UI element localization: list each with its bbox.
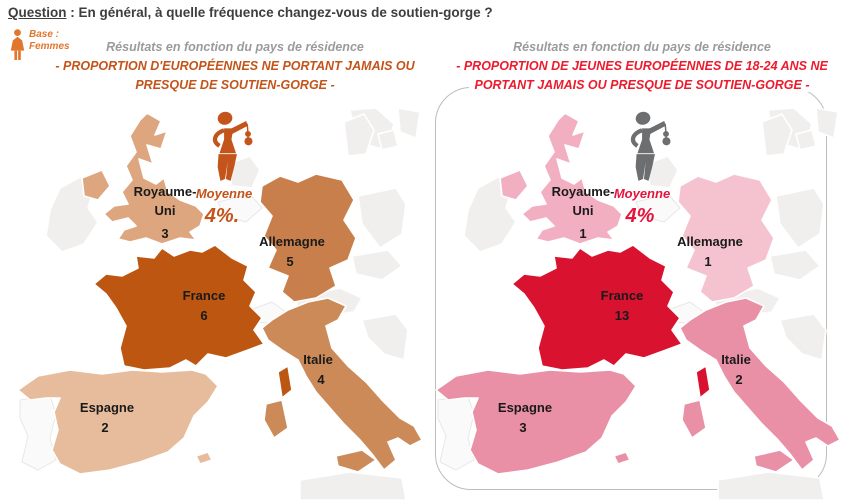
value-spain: 3 <box>519 420 526 435</box>
map-country-france <box>93 244 265 371</box>
map-region-north-africa <box>299 471 407 500</box>
value-italy: 2 <box>735 372 742 387</box>
map-island-balearics <box>613 451 631 465</box>
left-panel-heading: - PROPORTION D'EUROPÉENNES NE PORTANT JA… <box>55 59 415 92</box>
map-region-northern-ireland <box>499 169 529 201</box>
map-region-balkans <box>779 313 827 361</box>
value-germany: 5 <box>286 254 293 269</box>
page-title: Question : En général, à quelle fréquenc… <box>8 5 493 20</box>
map-country-sweden <box>397 108 421 139</box>
label-italy: Italie <box>303 352 333 367</box>
map-country-czechia <box>769 249 821 281</box>
question-text: : En général, à quelle fréquence changez… <box>66 5 493 20</box>
value-spain: 2 <box>101 420 108 435</box>
map-europe-right: Moyenne 4% Royaume- Uni 1 Allemagne 1 Fr… <box>435 108 841 500</box>
female-icon <box>10 29 25 60</box>
map-island-balearics <box>195 451 213 465</box>
value-uk: 3 <box>161 226 168 241</box>
map-island-corsica <box>695 365 711 399</box>
label-uk-line1: Royaume- <box>134 184 197 199</box>
left-panel-subtitle: Résultats en fonction du pays de résiden… <box>106 40 364 54</box>
map-country-poland <box>775 187 825 249</box>
map-country-czechia <box>351 249 403 281</box>
label-germany: Allemagne <box>677 234 743 249</box>
value-germany: 1 <box>704 254 711 269</box>
map-island-denmark <box>795 129 817 151</box>
map-island-sicily <box>753 449 795 473</box>
value-uk: 1 <box>579 226 586 241</box>
map-country-france <box>511 244 683 371</box>
label-uk-line2: Uni <box>155 203 176 218</box>
label-france: France <box>601 288 644 303</box>
label-uk-line2: Uni <box>573 203 594 218</box>
map-europe-left: Moyenne 4%. Royaume- Uni 3 Allemagne 5 F… <box>17 108 423 500</box>
label-spain: Espagne <box>498 400 552 415</box>
map-island-sardinia <box>263 399 289 439</box>
question-label: Question <box>8 5 67 20</box>
map-island-corsica <box>277 365 293 399</box>
map-country-sweden <box>815 108 839 139</box>
map-region-balkans <box>361 313 409 361</box>
map-island-sardinia <box>681 399 707 439</box>
label-uk-line1: Royaume- <box>552 184 615 199</box>
average-label: Moyenne <box>196 186 252 201</box>
average-label: Moyenne <box>614 186 670 201</box>
label-italy: Italie <box>721 352 751 367</box>
map-region-north-africa <box>717 471 825 500</box>
base-label: Base : Femmes <box>29 29 70 52</box>
label-france: France <box>183 288 226 303</box>
label-germany: Allemagne <box>259 234 325 249</box>
map-island-sicily <box>335 449 377 473</box>
base-badge: Base : Femmes <box>10 29 70 61</box>
average-value: 4% <box>625 205 655 227</box>
map-country-portugal <box>19 395 57 471</box>
average-value: 4%. <box>204 205 239 227</box>
value-france: 13 <box>615 308 629 323</box>
map-country-portugal <box>437 395 475 471</box>
map-country-poland <box>357 187 407 249</box>
value-france: 6 <box>200 308 207 323</box>
map-island-denmark <box>377 129 399 151</box>
map-country-uk <box>521 112 623 245</box>
right-panel-subtitle: Résultats en fonction du pays de résiden… <box>513 40 771 54</box>
value-italy: 4 <box>317 372 325 387</box>
map-region-northern-ireland <box>81 169 111 201</box>
map-country-uk <box>103 112 205 245</box>
right-panel-heading: - PROPORTION DE JEUNES EUROPÉENNES DE 18… <box>456 59 828 92</box>
label-spain: Espagne <box>80 400 134 415</box>
